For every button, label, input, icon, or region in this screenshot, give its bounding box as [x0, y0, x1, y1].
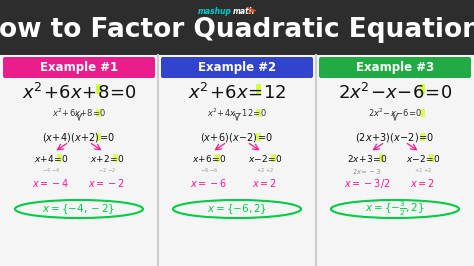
FancyBboxPatch shape [215, 154, 220, 162]
Text: $2x^2\!-\!x\!-\!6\!=\!0$: $2x^2\!-\!x\!-\!6\!=\!0$ [338, 83, 452, 103]
Text: Example #1: Example #1 [40, 61, 118, 74]
Text: How to Factor Quadratic Equations: How to Factor Quadratic Equations [0, 17, 474, 43]
Text: $x = -4$: $x = -4$ [32, 177, 70, 189]
Text: $x = \{-6,2\}$: $x = \{-6,2\}$ [207, 202, 267, 216]
Text: $x\!+\!6\!=\!0$: $x\!+\!6\!=\!0$ [191, 152, 226, 164]
Text: $_{-4}\ _{-4}$: $_{-4}\ _{-4}$ [42, 167, 60, 175]
Text: $_{-6}\ _{-6}$: $_{-6}\ _{-6}$ [200, 167, 219, 175]
Text: $x = 2$: $x = 2$ [252, 177, 278, 189]
Text: $(x\!+\!6)(x\!-\!2)\!=\!0$: $(x\!+\!6)(x\!-\!2)\!=\!0$ [201, 131, 273, 143]
FancyBboxPatch shape [420, 109, 426, 117]
Text: math: math [233, 7, 255, 16]
FancyBboxPatch shape [97, 133, 101, 141]
Text: $x = -6$: $x = -6$ [190, 177, 228, 189]
FancyBboxPatch shape [256, 84, 262, 94]
FancyBboxPatch shape [256, 133, 262, 141]
FancyBboxPatch shape [420, 133, 426, 141]
FancyBboxPatch shape [97, 84, 101, 94]
FancyBboxPatch shape [420, 84, 426, 94]
FancyBboxPatch shape [379, 154, 384, 162]
Text: $x^2\!+\!6x\!=\!12$: $x^2\!+\!6x\!=\!12$ [188, 83, 286, 103]
FancyBboxPatch shape [161, 57, 313, 78]
Text: Example #3: Example #3 [356, 61, 434, 74]
Text: $x^2\!+\!6x\!+\!8\!=\!0$: $x^2\!+\!6x\!+\!8\!=\!0$ [52, 107, 106, 119]
Text: $x = -2$: $x = -2$ [89, 177, 126, 189]
Text: $x = 2$: $x = 2$ [410, 177, 436, 189]
Text: $2x\!=\!-3$: $2x\!=\!-3$ [352, 167, 382, 176]
Text: $(2x\!+\!3)(x\!-\!2)\!=\!0$: $(2x\!+\!3)(x\!-\!2)\!=\!0$ [356, 131, 435, 143]
Text: $2x\!+\!3\!=\!0$: $2x\!+\!3\!=\!0$ [347, 152, 387, 164]
Text: $x\!+\!2\!=\!0$: $x\!+\!2\!=\!0$ [90, 152, 124, 164]
Text: $(x\!+\!4)(x\!+\!2)\!=\!0$: $(x\!+\!4)(x\!+\!2)\!=\!0$ [43, 131, 116, 143]
Text: $x = \{-\frac{3}{2},2\}$: $x = \{-\frac{3}{2},2\}$ [365, 200, 425, 218]
Text: mashup: mashup [198, 7, 232, 16]
FancyBboxPatch shape [0, 55, 474, 266]
Text: $x = -3/2$: $x = -3/2$ [344, 177, 390, 189]
FancyBboxPatch shape [271, 154, 276, 162]
Text: $2x^2\!-\!x\!-\!6\!=\!0$: $2x^2\!-\!x\!-\!6\!=\!0$ [368, 107, 422, 119]
FancyBboxPatch shape [57, 154, 62, 162]
FancyBboxPatch shape [429, 154, 434, 162]
Text: $x = \{-4,-2\}$: $x = \{-4,-2\}$ [43, 202, 116, 216]
Text: $x\!+\!4\!=\!0$: $x\!+\!4\!=\!0$ [34, 152, 68, 164]
FancyBboxPatch shape [113, 154, 118, 162]
FancyBboxPatch shape [97, 109, 101, 117]
Text: $x^2\!+\!4x\!-\!12\!=\!0$: $x^2\!+\!4x\!-\!12\!=\!0$ [207, 107, 267, 119]
FancyBboxPatch shape [3, 57, 155, 78]
Text: $_{+2}\ _{+2}$: $_{+2}\ _{+2}$ [414, 167, 432, 175]
FancyBboxPatch shape [256, 109, 262, 117]
Text: $_{-2}\ _{-2}$: $_{-2}\ _{-2}$ [98, 167, 116, 175]
Text: Example #2: Example #2 [198, 61, 276, 74]
FancyBboxPatch shape [319, 57, 471, 78]
Text: $x\!-\!2\!=\!0$: $x\!-\!2\!=\!0$ [248, 152, 283, 164]
Text: $_{+2}\ _{+2}$: $_{+2}\ _{+2}$ [255, 167, 274, 175]
FancyBboxPatch shape [0, 0, 474, 55]
Text: $x\!-\!2\!=\!0$: $x\!-\!2\!=\!0$ [406, 152, 440, 164]
Text: $x^2\!+\!6x\!+\!8\!=\!0$: $x^2\!+\!6x\!+\!8\!=\!0$ [22, 83, 137, 103]
